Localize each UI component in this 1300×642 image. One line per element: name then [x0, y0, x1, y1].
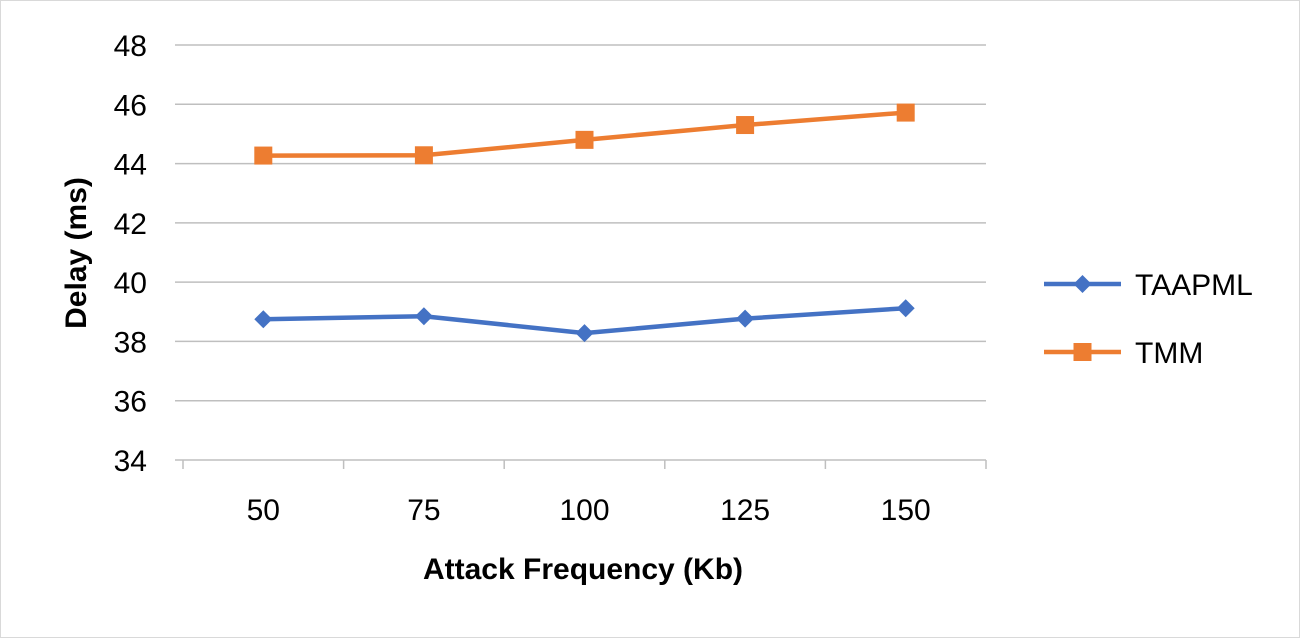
- x-tick-label-125: 125: [720, 494, 770, 527]
- x-axis-title: Attack Frequency (Kb): [423, 553, 743, 586]
- data-point-taapml-75: [414, 307, 433, 326]
- data-point-taapml-50: [254, 310, 273, 329]
- gridlines: [175, 44, 986, 402]
- legend: TAAPML TMM: [1044, 269, 1253, 370]
- data-point-tmm-150: [896, 103, 915, 122]
- data-point-tmm-125: [736, 116, 755, 135]
- legend-marker-taapml: [1073, 275, 1092, 293]
- legend-label-taapml: TAAPML: [1135, 269, 1253, 302]
- data-point-taapml-100: [575, 324, 594, 343]
- y-axis-title: Delay (ms): [60, 177, 93, 329]
- x-tick-label-50: 50: [247, 494, 280, 527]
- data-point-tmm-100: [575, 130, 594, 149]
- y-tick-labels: 34 36 38 40 42 44 46 48: [114, 30, 147, 478]
- legend-item-taapml: TAAPML: [1044, 269, 1253, 302]
- data-point-tmm-50: [254, 146, 273, 165]
- axes: [175, 459, 987, 469]
- y-tick-label-40: 40: [114, 267, 147, 300]
- legend-item-tmm: TMM: [1044, 337, 1203, 370]
- x-tick-label-150: 150: [881, 494, 931, 527]
- legend-marker-tmm: [1073, 343, 1092, 361]
- legend-label-tmm: TMM: [1135, 337, 1203, 370]
- data-point-taapml-125: [736, 309, 755, 328]
- data-point-taapml-150: [896, 299, 915, 318]
- y-tick-label-46: 46: [114, 89, 147, 122]
- y-tick-label-48: 48: [114, 30, 147, 63]
- y-tick-label-34: 34: [114, 445, 147, 478]
- y-tick-label-36: 36: [114, 386, 147, 419]
- x-tick-label-75: 75: [407, 494, 440, 527]
- x-tick-labels: 50 75 100 125 150: [247, 494, 931, 527]
- series-markers: [254, 103, 915, 343]
- y-tick-label-38: 38: [114, 326, 147, 359]
- x-tick-label-100: 100: [559, 494, 609, 527]
- data-point-tmm-75: [414, 146, 433, 165]
- y-tick-label-42: 42: [114, 208, 147, 241]
- y-tick-label-44: 44: [114, 149, 147, 182]
